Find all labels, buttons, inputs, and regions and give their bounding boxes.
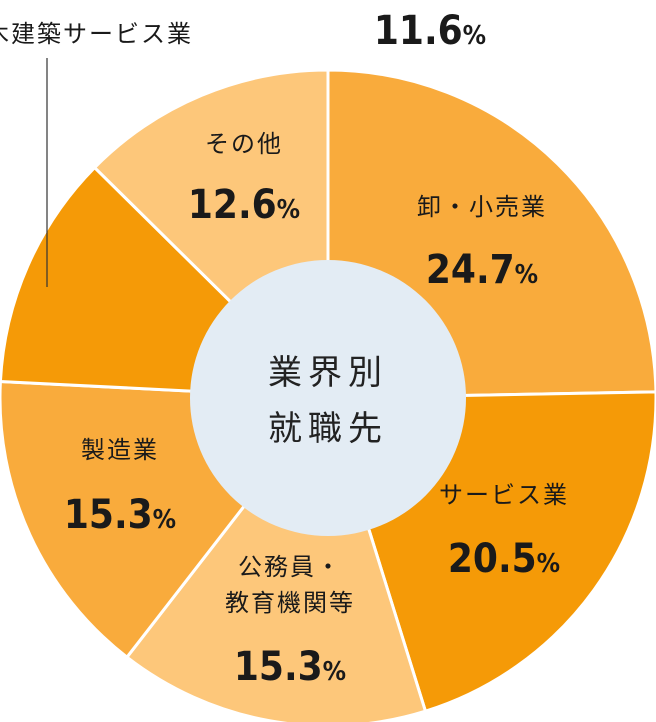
- slice-value-6: 12.6%: [188, 182, 300, 228]
- slice-label-4: 製造業: [81, 436, 159, 464]
- center-label-line-2: 就職先: [268, 409, 388, 449]
- slice-label-2: サービス業: [439, 481, 569, 509]
- center-label-line-1: 業界別: [268, 353, 388, 393]
- slice-label-5: 建設業・土木建築サービス業: [0, 20, 193, 48]
- slice-label-6: その他: [205, 130, 283, 158]
- slice-value-5: 11.6%: [374, 8, 486, 54]
- labels-group: 卸・小売業24.7%サービス業20.5%公務員・教育機関等15.3%製造業15.…: [0, 8, 569, 690]
- slice-label-3-line-1: 公務員・: [238, 553, 342, 581]
- slice-value-2: 20.5%: [448, 536, 560, 582]
- slice-label-1: 卸・小売業: [417, 193, 547, 221]
- slice-value-3: 15.3%: [234, 644, 346, 690]
- slice-label-3-line-2: 教育機関等: [225, 589, 355, 617]
- center-circle: [190, 260, 466, 536]
